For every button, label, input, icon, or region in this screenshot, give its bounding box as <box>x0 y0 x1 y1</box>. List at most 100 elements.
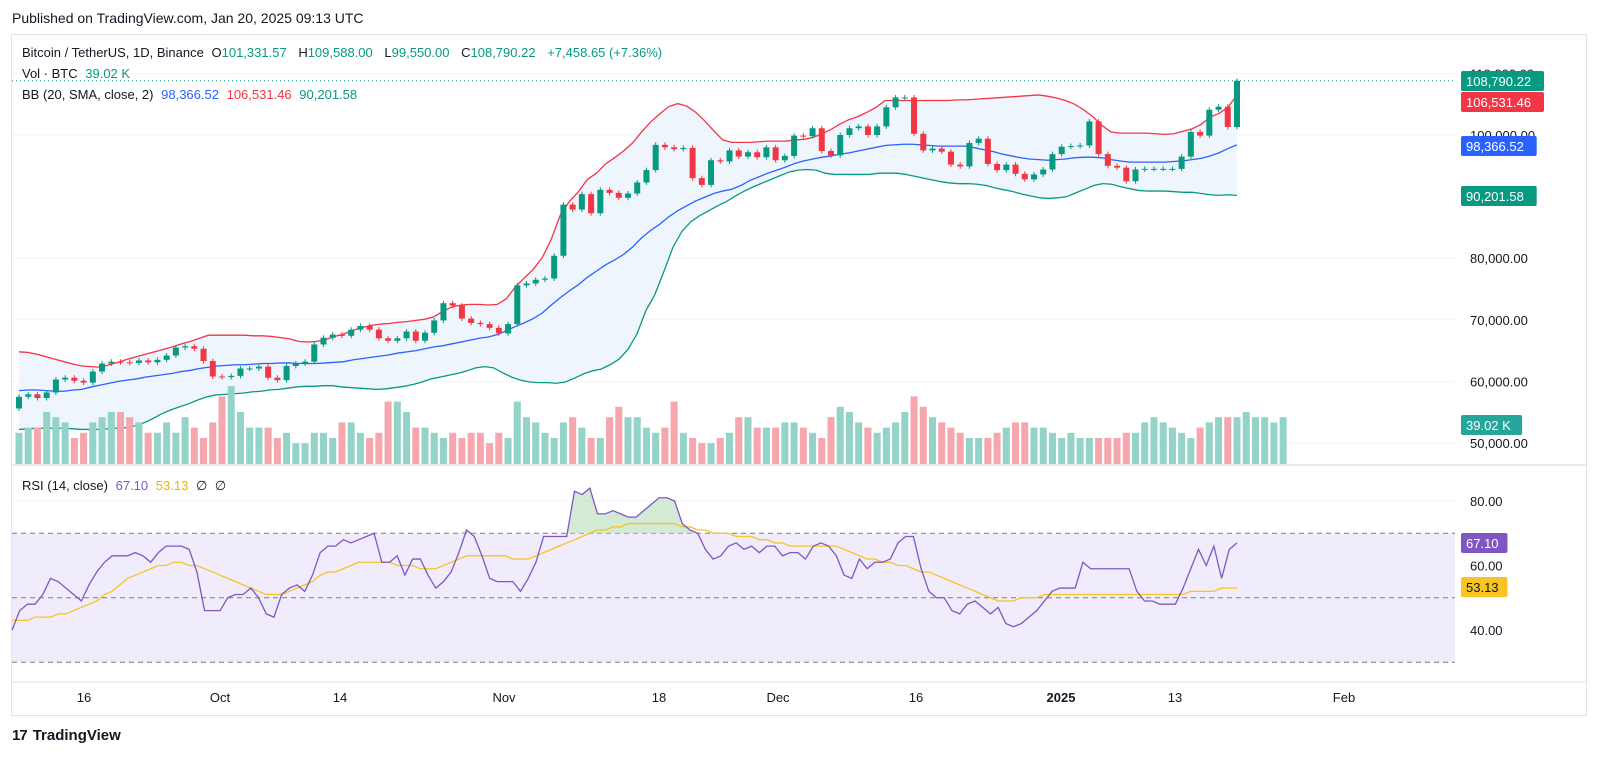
volume-bar <box>901 412 909 464</box>
candle-body <box>1104 154 1111 166</box>
volume-bar <box>246 427 254 464</box>
volume-bar <box>965 438 973 464</box>
volume-bar <box>513 401 521 464</box>
candle-body <box>200 348 207 362</box>
bb-lower-text: 90,201.58 <box>1466 189 1524 204</box>
volume-bar <box>845 412 853 464</box>
volume-bar <box>855 422 863 464</box>
candle-body <box>791 135 798 156</box>
volume-bar <box>495 432 503 464</box>
time-axis-tick: Dec <box>766 690 790 705</box>
candle-body <box>837 135 844 156</box>
volume-bar <box>809 432 817 464</box>
volume-bar <box>126 417 134 464</box>
volume-bar <box>172 432 180 464</box>
candle-body <box>209 361 216 377</box>
candle-body <box>62 377 69 380</box>
candle-body <box>1169 168 1176 170</box>
candle-body <box>1040 169 1047 175</box>
candle-body <box>754 152 761 158</box>
volume-bar <box>781 422 789 464</box>
rsi-last-badge <box>1461 533 1508 553</box>
candle-body <box>1224 106 1231 127</box>
volume-bar <box>430 432 438 464</box>
price-axis-tick: 50,000.00 <box>1470 436 1528 451</box>
volume-bar <box>458 438 466 464</box>
candle-body <box>145 360 152 363</box>
bb-lower-badge <box>1461 186 1537 206</box>
volume-bar <box>735 417 743 464</box>
candle-body <box>957 164 964 167</box>
bb-basis-text: 98,366.52 <box>1466 139 1524 154</box>
volume-bar <box>836 406 844 464</box>
candle-body <box>329 334 336 338</box>
volume-bar <box>449 432 457 464</box>
volume-bar <box>753 427 761 464</box>
volume-bar <box>726 432 733 464</box>
candle-body <box>1178 156 1185 169</box>
candle-body <box>1187 131 1194 157</box>
rsi-axis-tick: 60.00 <box>1470 559 1503 574</box>
volume-bar <box>375 432 383 464</box>
symbol-title[interactable]: Bitcoin / TetherUS, 1D, Binance <box>22 45 204 60</box>
volume-bar <box>892 422 900 464</box>
change-value: +7,458.65 (+7.36%) <box>547 45 663 60</box>
volume-bar <box>439 438 447 464</box>
volume-bar <box>1187 438 1195 464</box>
bb-lower-line <box>18 168 1238 431</box>
volume-bar <box>1141 422 1149 464</box>
volume-bar <box>384 401 392 464</box>
candle-body <box>255 366 262 369</box>
candle-body <box>163 355 170 360</box>
candle-body <box>1114 165 1121 168</box>
volume-bar <box>606 417 614 464</box>
volume-bar <box>596 438 604 464</box>
bb-lower-value: 90,201.58 <box>299 87 358 102</box>
candle-body <box>744 152 751 157</box>
volume-bar <box>218 396 226 464</box>
time-axis-tick: 18 <box>652 690 666 705</box>
rsi-overbought-fill <box>12 488 1237 534</box>
volume-bar <box>52 417 60 464</box>
footer-brand[interactable]: TradingView <box>32 727 121 744</box>
volume-bar <box>772 427 780 464</box>
volume-bar <box>1251 417 1259 464</box>
candle-body <box>855 126 862 129</box>
tradingview-logo-icon[interactable]: 17 <box>12 727 28 744</box>
bb-label[interactable]: BB (20, SMA, close, 2) <box>22 87 154 102</box>
volume-bar <box>716 438 724 464</box>
publish-line: Published on TradingView.com, Jan 20, 20… <box>12 10 364 26</box>
candle-body <box>569 204 576 210</box>
rsi-axis-tick: 40.00 <box>1470 623 1503 638</box>
candle-body <box>283 366 290 381</box>
candle-body <box>486 324 493 328</box>
rsi-ma-last-text: 53.13 <box>1466 580 1499 595</box>
volume-bar <box>532 422 540 464</box>
candle-body <box>643 170 650 183</box>
candle-body <box>1150 168 1157 170</box>
candle-body <box>892 97 899 108</box>
candle-body <box>597 189 604 214</box>
bb-upper-badge <box>1461 92 1544 112</box>
volume-label[interactable]: Vol · BTC <box>22 66 78 81</box>
volume-bar <box>938 422 946 464</box>
rsi-label[interactable]: RSI (14, close) <box>22 478 108 493</box>
candle-body <box>1086 121 1093 146</box>
volume-bar <box>1196 427 1204 464</box>
volume-last-badge <box>1461 415 1523 435</box>
volume-bar <box>1279 417 1287 464</box>
candle-body <box>929 148 936 151</box>
volume-bar <box>1122 432 1130 464</box>
candle-body <box>523 283 530 286</box>
volume-bar <box>624 417 632 464</box>
candle-body <box>800 135 807 137</box>
volume-bar <box>1132 432 1139 464</box>
volume-bar <box>1178 432 1186 464</box>
volume-bar <box>486 443 494 464</box>
candle-body <box>763 147 770 158</box>
candle-body <box>781 155 788 161</box>
bb-legend: BB (20, SMA, close, 2) 98,366.52 106,531… <box>22 87 361 102</box>
candle-body <box>71 377 78 381</box>
volume-bar <box>689 438 697 464</box>
